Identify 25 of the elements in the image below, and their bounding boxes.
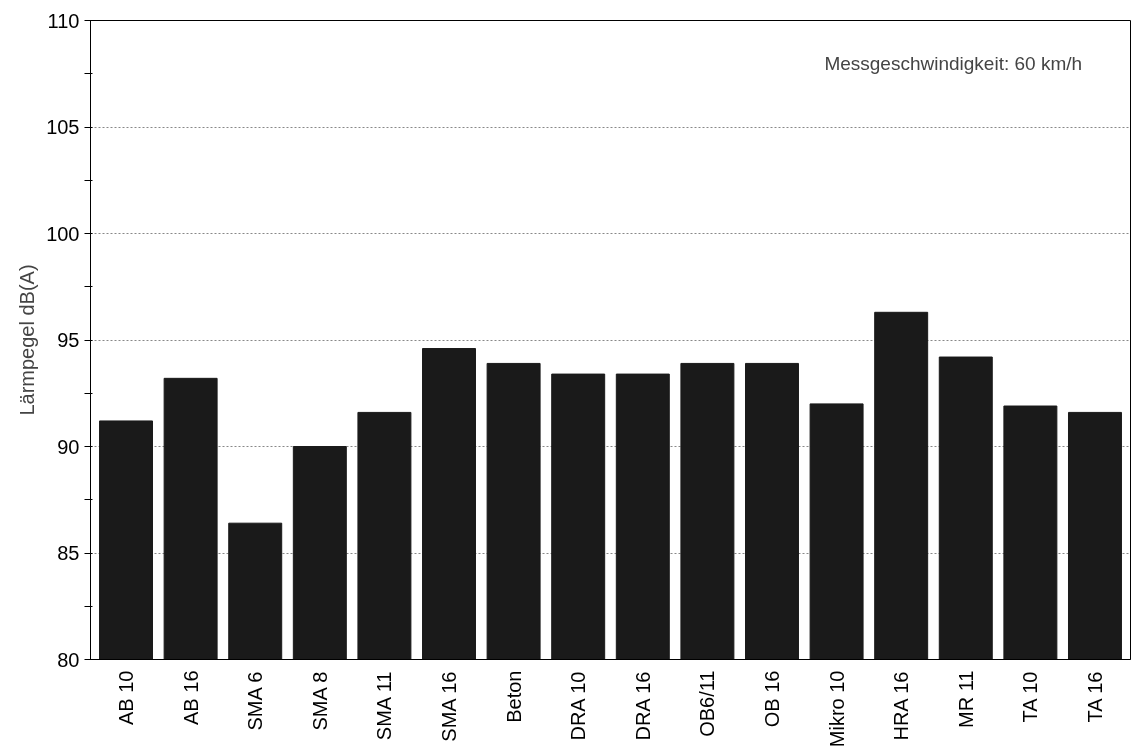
x-tick-label: SMA 16 (438, 671, 461, 742)
annotation: Messgeschwindigkeit: 60 km/h (824, 52, 1083, 74)
x-tick-label: SMA 11 (373, 671, 396, 741)
x-tick-label: MR 11 (954, 670, 977, 728)
y-tick-label: 105 (46, 116, 80, 138)
x-tick-label: OB 16 (760, 670, 783, 728)
x-tick-label: SMA 8 (308, 671, 331, 731)
x-tick-label: TA 10 (1019, 671, 1042, 723)
y-tick-label: 85 (57, 542, 80, 564)
x-tick-label: AB 10 (115, 670, 138, 725)
x-tick-label: AB 16 (179, 670, 202, 725)
y-axis-title: Lärmpegel dB(A) (16, 264, 39, 416)
x-tick-label: SMA 6 (244, 671, 267, 731)
x-tick-label: Beton (502, 670, 525, 723)
x-tick-label: DRA 10 (567, 671, 590, 741)
x-tick-label: TA 16 (1083, 671, 1106, 723)
x-tick-label: OB6/11 (696, 670, 719, 737)
x-tick-label: HRA 16 (890, 671, 913, 741)
x-tick-label: Mikro 10 (825, 670, 848, 748)
y-tick-label: 110 (47, 9, 80, 32)
y-tick-label: 95 (57, 329, 80, 351)
x-tick-label: DRA 16 (631, 671, 654, 741)
y-tick-label: 80 (57, 648, 80, 671)
y-tick-label: 90 (57, 435, 80, 458)
y-tick-label: 100 (46, 222, 80, 245)
